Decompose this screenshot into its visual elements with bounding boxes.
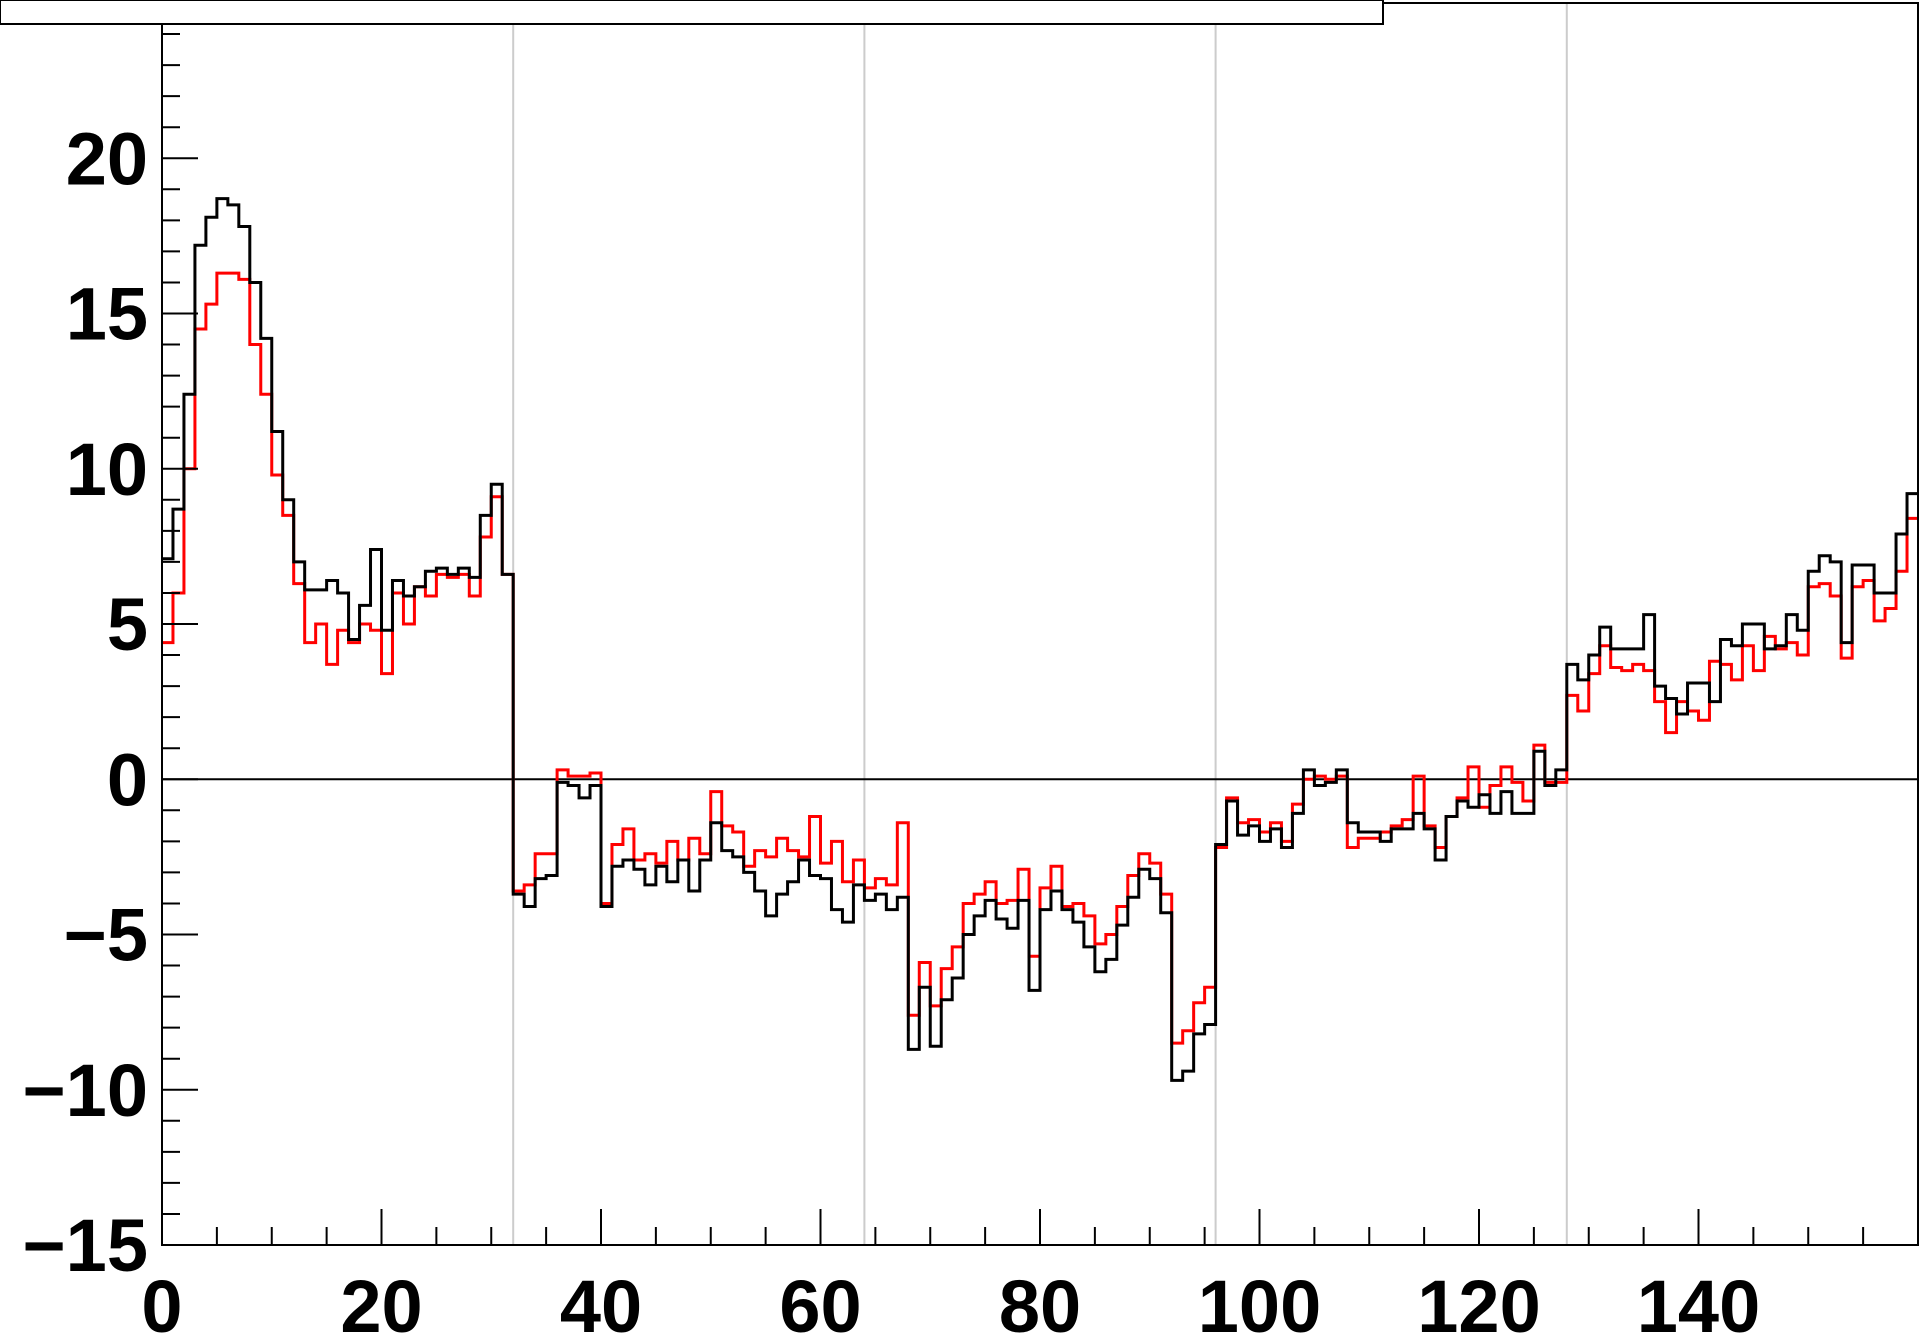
y-tick-label: −15 [22,1204,148,1287]
y-tick-label: 5 [107,583,148,666]
x-tick-label: 140 [1637,1265,1760,1340]
y-tick-label: 20 [66,117,148,200]
x-tick-label: 40 [560,1265,642,1340]
x-axis-ticks [161,1209,1919,1245]
x-tick-label: 20 [340,1265,422,1340]
title-box [0,0,1384,25]
x-tick-label: 100 [1198,1265,1321,1340]
x-tick-label: 0 [141,1265,182,1340]
y-tick-label: −5 [64,894,148,977]
y-axis-tick-labels: −15 −10 −5 0 5 10 15 20 [22,117,148,1287]
series-red-line [162,271,1918,1045]
series-black-line [162,197,1918,1082]
y-tick-label: 0 [107,738,148,821]
y-tick-label: 15 [66,273,148,356]
x-tick-label: 80 [999,1265,1081,1340]
x-axis-tick-labels: 0 20 40 60 80 100 120 140 [141,1265,1760,1340]
x-tick-label: 120 [1417,1265,1540,1340]
y-tick-label: −10 [22,1049,148,1132]
y-tick-label: 10 [66,428,148,511]
x-tick-label: 60 [779,1265,861,1340]
title-box-frame [0,0,1384,25]
y-axis-ticks [162,2,198,1246]
series-layer [162,197,1918,1082]
